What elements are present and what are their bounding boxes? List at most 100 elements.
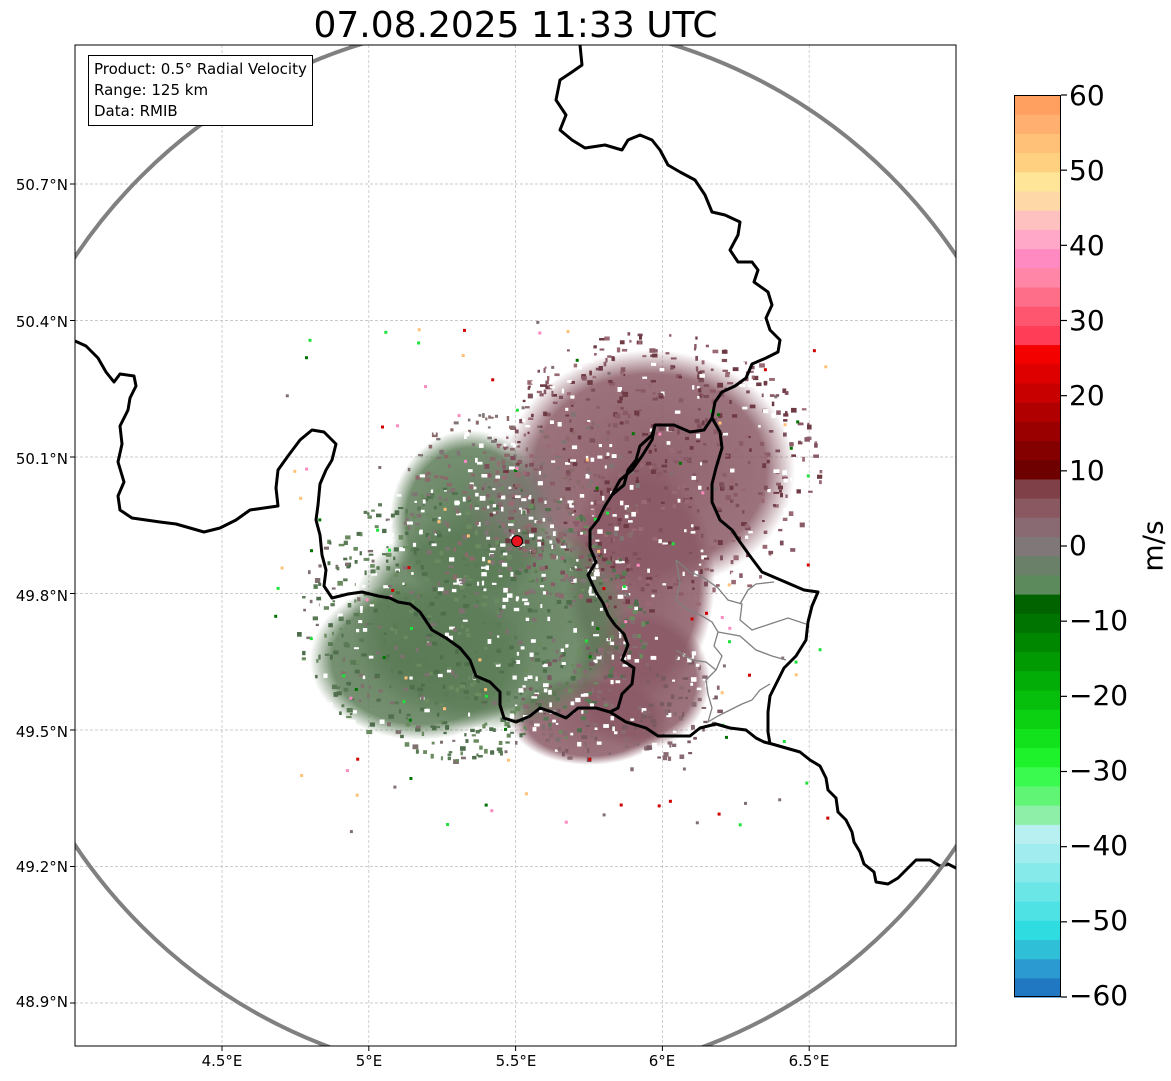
- echo-pixel: [534, 723, 540, 727]
- echo-pixel: [561, 388, 565, 394]
- echo-pixel: [604, 465, 607, 469]
- echo-pixel: [498, 541, 501, 547]
- echo-pixel: [337, 537, 343, 541]
- echo-pixel: [523, 685, 527, 691]
- echo-pixel: [622, 677, 627, 680]
- echo-pixel: [366, 729, 373, 735]
- echo-pixel: [413, 611, 418, 617]
- echo-pixel: [378, 503, 382, 507]
- echo-pixel: [597, 549, 604, 553]
- echo-pixel: [507, 725, 511, 728]
- echo-pixel: [332, 631, 334, 636]
- echo-pixel: [474, 749, 479, 753]
- echo-pixel: [500, 717, 507, 722]
- echo-pixel: [583, 742, 587, 745]
- echo-pixel: [484, 803, 488, 807]
- echo-pixel: [541, 538, 545, 543]
- echo-pixel: [602, 587, 606, 591]
- echo-pixel: [538, 331, 542, 335]
- colorbar-tick-label: −40: [1069, 829, 1129, 862]
- echo-pixel: [590, 501, 594, 505]
- echo-pixel: [679, 592, 684, 596]
- echo-pixel: [696, 386, 700, 389]
- colorbar-segment: [1014, 881, 1061, 902]
- echo-pixel: [588, 692, 592, 696]
- echo-pixel: [495, 663, 501, 667]
- echo-pixel: [360, 520, 364, 523]
- echo-pixel: [783, 413, 789, 417]
- echo-pixel: [663, 684, 669, 688]
- echo-pixel: [408, 718, 412, 722]
- echo-pixel: [561, 662, 566, 665]
- echo-pixel: [448, 738, 452, 742]
- echo-pixel: [424, 613, 428, 618]
- echo-pixel: [567, 500, 574, 504]
- echo-pixel: [598, 518, 601, 522]
- echo-pixel: [667, 586, 673, 590]
- echo-pixel: [484, 722, 488, 726]
- echo-pixel: [437, 587, 444, 592]
- echo-pixel: [697, 396, 700, 399]
- echo-pixel: [497, 635, 500, 638]
- echo-pixel: [370, 569, 376, 574]
- echo-pixel: [808, 490, 813, 493]
- echo-pixel: [724, 454, 729, 457]
- echo-pixel: [802, 456, 805, 462]
- echo-pixel: [694, 418, 700, 423]
- echo-pixel: [542, 591, 548, 595]
- echo-pixel: [806, 474, 810, 478]
- echo-pixel: [369, 722, 375, 727]
- echo-pixel: [697, 424, 702, 429]
- echo-pixel: [694, 526, 700, 530]
- echo-pixel: [642, 750, 646, 756]
- echo-pixel: [503, 528, 508, 534]
- echo-pixel: [657, 756, 661, 759]
- echo-pixel: [562, 447, 566, 451]
- echo-pixel: [543, 577, 547, 581]
- echo-pixel: [581, 710, 584, 714]
- echo-pixel: [696, 433, 701, 439]
- echo-pixel: [534, 658, 541, 662]
- echo-pixel: [640, 463, 644, 468]
- echo-pixel: [730, 499, 734, 503]
- echo-pixel: [403, 521, 410, 525]
- echo-pixel: [396, 570, 399, 573]
- echo-pixel: [521, 498, 527, 502]
- echo-pixel: [587, 553, 594, 558]
- echo-pixel: [446, 522, 449, 528]
- echo-pixel: [332, 600, 336, 603]
- echo-pixel: [511, 496, 517, 499]
- echo-pixel: [383, 585, 389, 589]
- echo-pixel: [537, 536, 542, 540]
- echo-pixel: [687, 657, 692, 663]
- echo-pixel: [701, 555, 707, 560]
- echo-pixel: [507, 758, 510, 762]
- echo-pixel: [651, 353, 658, 358]
- echo-pixel: [324, 633, 327, 638]
- echo-pixel: [586, 598, 593, 603]
- echo-pixel: [607, 355, 612, 358]
- colorbar-tick-label: 10: [1069, 454, 1105, 487]
- echo-pixel: [510, 442, 515, 446]
- echo-pixel: [528, 385, 531, 388]
- echo-pixel: [527, 577, 532, 581]
- echo-pixel: [323, 546, 329, 550]
- echo-pixel: [813, 454, 819, 458]
- echo-pixel: [390, 701, 396, 705]
- colorbar-segment: [1014, 421, 1061, 442]
- echo-pixel: [621, 579, 626, 582]
- echo-pixel: [559, 498, 563, 501]
- echo-pixel: [607, 371, 611, 375]
- echo-pixel: [706, 486, 709, 491]
- echo-pixel: [426, 550, 432, 555]
- echo-pixel: [593, 517, 597, 521]
- echo-pixel: [585, 467, 590, 471]
- echo-pixel: [577, 728, 582, 733]
- echo-pixel: [529, 463, 534, 467]
- echo-pixel: [658, 394, 664, 399]
- echo-pixel: [589, 652, 592, 656]
- echo-pixel: [529, 720, 534, 725]
- echo-pixel: [506, 698, 511, 702]
- echo-pixel: [323, 606, 329, 610]
- echo-pixel: [670, 694, 675, 700]
